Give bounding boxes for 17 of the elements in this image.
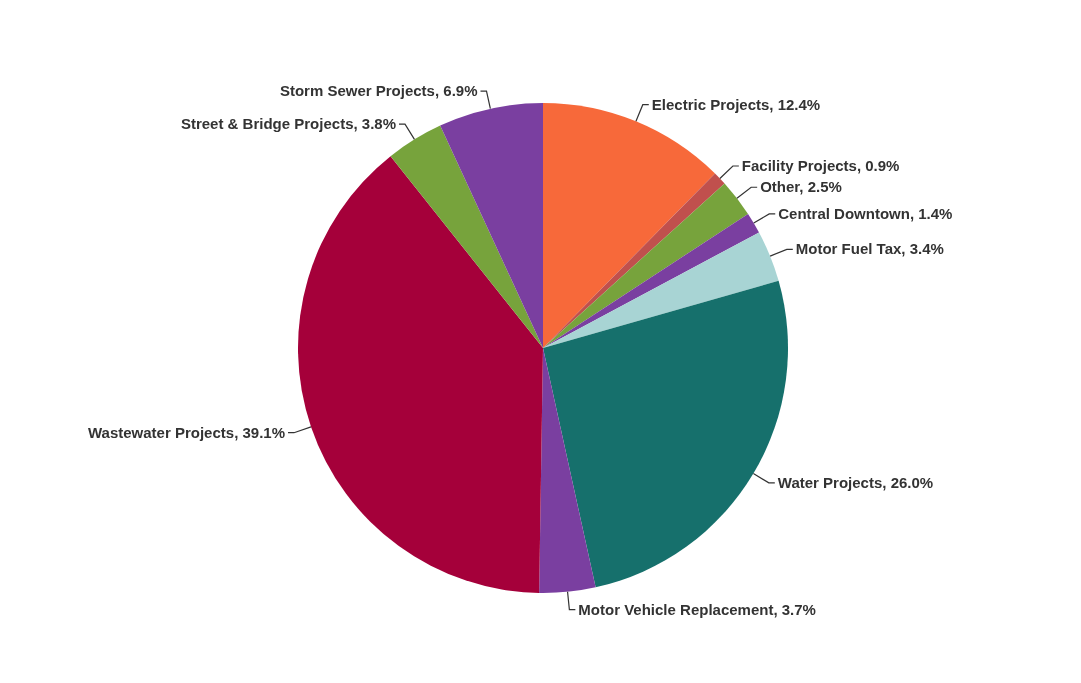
pie-slice [298, 156, 543, 593]
slice-label: Wastewater Projects, 39.1% [87, 423, 286, 441]
pie-slice [539, 348, 596, 593]
pie-slice [440, 103, 543, 348]
pie-slice [543, 183, 749, 348]
pie-slice [543, 173, 725, 348]
slice-label: Central Downtown, 1.4% [778, 204, 953, 222]
pie-slice [543, 232, 779, 348]
slice-label: Water Projects, 26.0% [777, 473, 934, 491]
slice-label: Storm Sewer Projects, 6.9% [279, 82, 478, 100]
slice-label: Facility Projects, 0.9% [741, 157, 900, 175]
pie-slice [543, 213, 760, 348]
slice-label: Motor Vehicle Replacement, 3.7% [578, 600, 816, 618]
slice-label: Electric Projects, 12.4% [651, 95, 821, 113]
slice-label: Motor Fuel Tax, 3.4% [795, 240, 944, 258]
slice-label: Other, 2.5% [760, 178, 842, 196]
slice-label: Street & Bridge Projects, 3.8% [180, 115, 396, 133]
